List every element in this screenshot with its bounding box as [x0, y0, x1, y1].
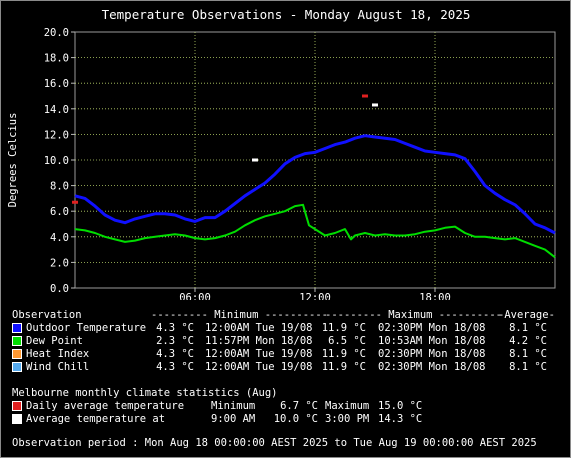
climate-max-value: 14.3 °C [378, 413, 423, 425]
chart-title: Temperature Observations - Monday August… [102, 7, 471, 22]
temperature-chart: Temperature Observations - Monday August… [7, 7, 556, 300]
stats-avg-value: 8.1 °C [509, 361, 547, 373]
stats-avg-value: 8.1 °C [509, 322, 547, 334]
stats-avg-value: 8.1 °C [509, 348, 547, 360]
y-tick-label: 14.0 [44, 104, 69, 116]
stats-row-label: Outdoor Temperature [26, 322, 147, 334]
climate-swatch [12, 401, 22, 411]
stats-row-label: Dew Point [26, 335, 83, 347]
climate-max-label: 3:00 PM [325, 413, 370, 425]
y-tick-label: 4.0 [50, 232, 69, 244]
stats-min-value: 4.3 °C [156, 361, 194, 373]
y-tick-label: 0.0 [50, 283, 69, 295]
y-tick-label: 12.0 [44, 129, 69, 141]
stats-header-maximum: --------- Maximum ---------- [325, 309, 503, 321]
stats-min-time: 12:00AM Tue 19/08 [205, 361, 313, 373]
y-tick-label: 18.0 [44, 53, 69, 65]
series-line-dew-point [74, 203, 556, 259]
stats-max-time: 02:30PM Mon 18/08 [378, 361, 486, 373]
climate-marker [362, 94, 368, 98]
observation-period: Observation period : Mon Aug 18 00:00:00… [12, 437, 537, 449]
climate-marker [372, 103, 378, 107]
y-tick-label: 2.0 [50, 257, 69, 269]
legend-swatch [12, 349, 22, 359]
climate-row-label: Average temperature at [26, 413, 166, 425]
climate-title: Melbourne monthly climate statistics (Au… [12, 387, 278, 399]
stats-max-value: 11.9 °C [321, 348, 366, 360]
legend-swatch [12, 323, 22, 333]
stats-max-value: 6.5 °C [328, 335, 366, 347]
stats-avg-value: 4.2 °C [509, 335, 547, 347]
stats-header-observation: Observation [12, 309, 82, 321]
stats-row-label: Heat Index [26, 348, 90, 360]
climate-max-label: Maximum [325, 400, 370, 412]
stats-min-time: 12:00AM Tue 19/08 [205, 348, 313, 360]
x-tick-label: 18:00 [419, 292, 451, 300]
legend-swatch [12, 362, 22, 372]
y-axis-label: Degrees Celcius [7, 113, 19, 208]
climate-max-value: 15.0 °C [378, 400, 423, 412]
x-tick-label: 12:00 [299, 292, 331, 300]
stats-min-time: 11:57PM Mon 18/08 [205, 335, 313, 347]
legend-swatch [12, 336, 22, 346]
climate-min-label: Minimum [211, 400, 256, 412]
stats-max-time: 10:53AM Mon 18/08 [378, 335, 486, 347]
climate-min-value: 6.7 °C [280, 400, 318, 412]
x-tick-label: 06:00 [179, 292, 211, 300]
y-tick-label: 8.0 [50, 181, 69, 193]
y-tick-label: 10.0 [44, 155, 69, 167]
y-tick-label: 16.0 [44, 78, 69, 90]
climate-min-label: 9:00 AM [211, 413, 256, 425]
climate-swatch [12, 414, 22, 424]
stats-row-label: Wind Chill [26, 361, 90, 373]
climate-marker [72, 200, 78, 204]
stats-max-value: 11.9 °C [321, 361, 366, 373]
y-tick-label: 20.0 [44, 27, 69, 39]
y-tick-label: 6.0 [50, 206, 69, 218]
stats-min-time: 12:00AM Tue 19/08 [205, 322, 313, 334]
stats-max-time: 02:30PM Mon 18/08 [378, 322, 486, 334]
climate-min-value: 10.0 °C [273, 413, 318, 425]
stats-max-value: 11.9 °C [321, 322, 366, 334]
climate-marker [252, 158, 258, 162]
series-line-outdoor-temperature [74, 134, 556, 235]
stats-max-time: 02:30PM Mon 18/08 [378, 348, 486, 360]
stats-min-value: 2.3 °C [156, 335, 194, 347]
stats-min-value: 4.3 °C [156, 322, 194, 334]
climate-row-label: Daily average temperature [26, 400, 185, 412]
stats-header-minimum: --------- Minimum ---------- [151, 309, 329, 321]
stats-min-value: 4.3 °C [156, 348, 194, 360]
stats-header-average: -Average- [498, 309, 555, 321]
